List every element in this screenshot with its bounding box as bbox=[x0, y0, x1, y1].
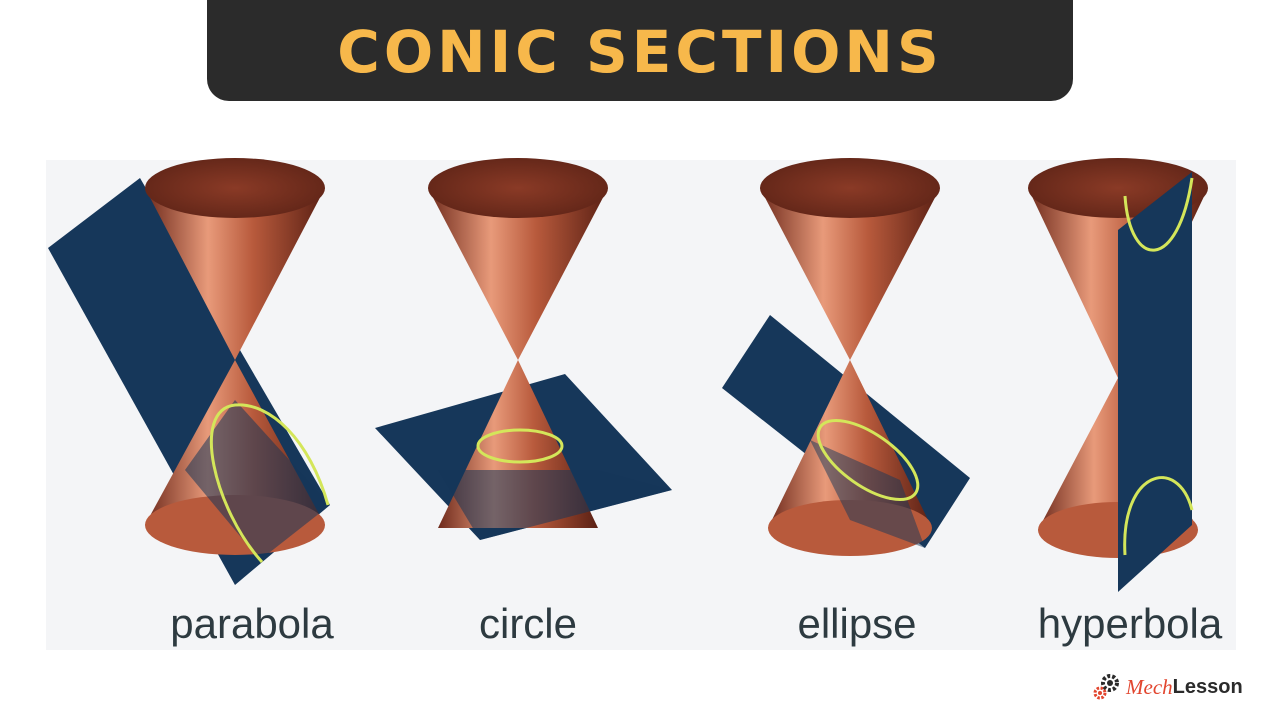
circle-curve bbox=[476, 428, 564, 464]
circle-cone-rim bbox=[428, 158, 608, 218]
caption-ellipse: ellipse bbox=[797, 600, 917, 647]
brand-name-lesson: Lesson bbox=[1172, 675, 1243, 698]
gears-icon bbox=[1093, 674, 1119, 700]
title-bar: CONIC SECTIONS bbox=[207, 0, 1073, 101]
hyperbola-plane bbox=[1118, 172, 1192, 592]
parabola-plane-front bbox=[185, 400, 330, 560]
ellipse-cone-rim bbox=[760, 158, 940, 218]
figure-hyperbola bbox=[1028, 158, 1208, 592]
hyperbola-curve-lower bbox=[1123, 476, 1194, 556]
caption-parabola: parabola bbox=[170, 600, 334, 647]
figure-circle bbox=[375, 158, 672, 540]
parabola-curve bbox=[210, 403, 330, 564]
caption-hyperbola: hyperbola bbox=[1037, 600, 1223, 647]
caption-circle: circle bbox=[478, 600, 578, 647]
ellipse-curve bbox=[816, 418, 920, 502]
ellipse-cone-upper bbox=[760, 188, 940, 360]
figure-parabola bbox=[48, 158, 330, 585]
page-title: CONIC SECTIONS bbox=[337, 17, 943, 86]
brand-name-mech: Mech bbox=[1126, 674, 1173, 699]
ellipse-plane-front bbox=[810, 440, 925, 548]
parabola-cone-upper bbox=[145, 188, 325, 360]
figure-ellipse bbox=[722, 158, 970, 556]
hyperbola-curve-upper bbox=[1123, 177, 1194, 252]
brand-logo: Mech Lesson bbox=[1092, 672, 1243, 702]
circle-plane-front bbox=[438, 470, 672, 540]
parabola-cone-rim bbox=[145, 158, 325, 218]
circle-cone-upper bbox=[428, 188, 608, 360]
